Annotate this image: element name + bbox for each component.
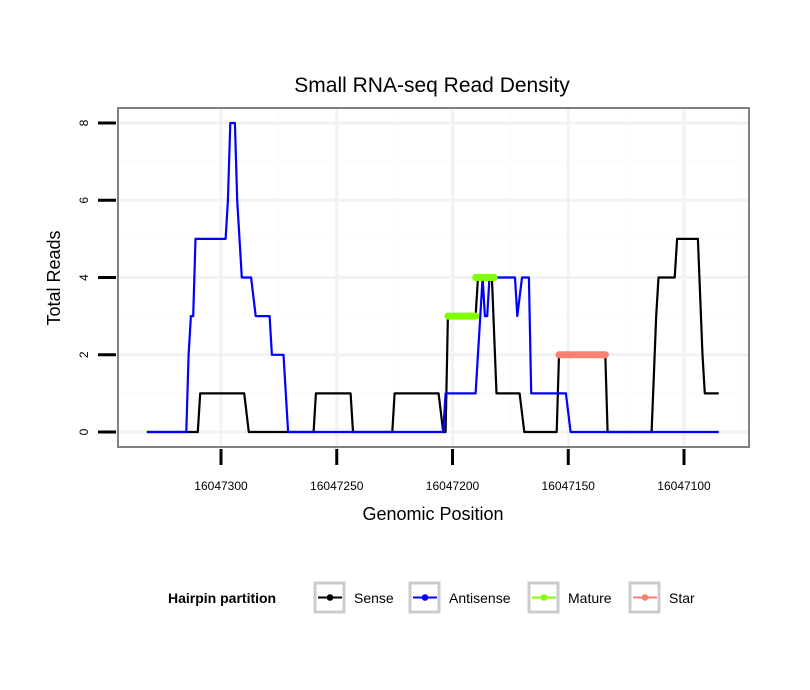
legend-item-antisense: Antisense xyxy=(408,581,511,614)
y-tick-label: 0 xyxy=(77,428,91,435)
legend-item-mature: Mature xyxy=(527,581,612,614)
plot-border xyxy=(117,107,750,448)
legend-key-point xyxy=(540,594,548,601)
x-tick-label: 16047300 xyxy=(194,479,248,493)
x-axis: 16047300 16047250 16047200 16047150 16047100 xyxy=(194,449,711,493)
y-axis-title: Total Reads xyxy=(44,230,64,325)
y-tick-label: 8 xyxy=(77,119,91,126)
legend: Hairpin partition Sense Antisense Mature St… xyxy=(168,581,695,614)
legend-key-point xyxy=(641,594,649,601)
y-tick-label: 6 xyxy=(77,197,91,204)
legend-item-star: Star xyxy=(628,581,695,614)
legend-label: Sense xyxy=(354,590,394,606)
plot-panel xyxy=(117,107,750,448)
x-tick-label: 16047250 xyxy=(310,479,364,493)
chart-title: Small RNA-seq Read Density xyxy=(294,74,570,97)
x-axis-title: Genomic Position xyxy=(362,504,503,524)
x-tick-label: 16047200 xyxy=(426,479,480,493)
legend-title: Hairpin partition xyxy=(168,590,276,606)
x-tick-label: 16047150 xyxy=(542,479,596,493)
legend-key-point xyxy=(326,594,334,601)
legend-key-point xyxy=(421,594,429,601)
series-layer xyxy=(146,121,719,434)
x-tick-label: 16047100 xyxy=(657,479,711,493)
legend-item-sense: Sense xyxy=(313,581,394,614)
legend-label: Star xyxy=(669,590,695,606)
y-tick-label: 4 xyxy=(77,274,91,281)
legend-label: Antisense xyxy=(449,590,511,606)
legend-label: Mature xyxy=(568,590,612,606)
y-axis: 0 2 4 6 8 xyxy=(77,119,116,435)
y-tick-label: 2 xyxy=(77,351,91,358)
series-line-antisense xyxy=(146,121,719,434)
